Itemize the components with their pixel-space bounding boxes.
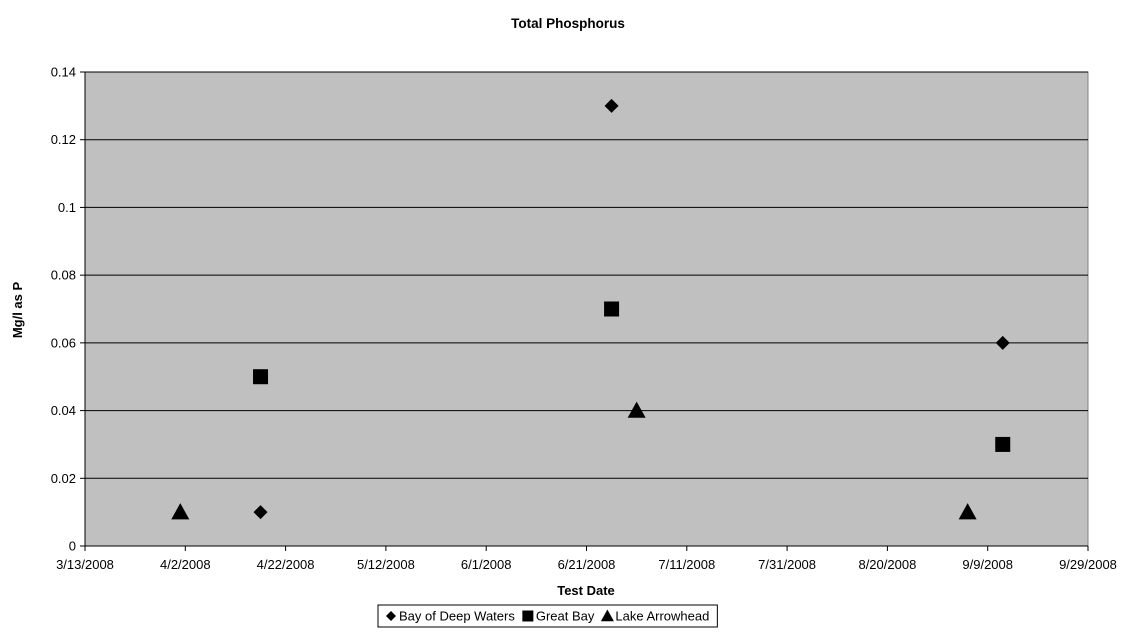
- y-tick-label: 0.04: [51, 403, 76, 418]
- x-tick-label: 5/12/2008: [357, 557, 415, 572]
- x-tick-labels: 3/13/2008 4/2/2008 4/22/2008 5/12/2008 6/1/2…: [56, 557, 1117, 572]
- y-tick-label: 0.02: [51, 471, 76, 486]
- series-great-bay: [253, 301, 1011, 452]
- x-tick-label: 9/9/2008: [962, 557, 1013, 572]
- x-tick-label: 7/31/2008: [758, 557, 816, 572]
- plot-area: [84, 71, 1089, 547]
- x-tick-label: 3/13/2008: [56, 557, 114, 572]
- y-tick-labels: 0 0.02 0.04 0.06 0.08 0.1 0.12 0.14: [51, 65, 76, 554]
- legend-item: Great Bay: [522, 609, 595, 624]
- x-tick-label: 8/20/2008: [858, 557, 916, 572]
- legend-marker-diamond: [386, 611, 396, 621]
- legend-box: [377, 604, 718, 628]
- x-tick-label: 4/2/2008: [160, 557, 211, 572]
- x-tick-label: 4/22/2008: [257, 557, 315, 572]
- y-tick-label: 0.08: [51, 268, 76, 283]
- legend-label: Bay of Deep Waters: [399, 609, 515, 624]
- data-point-diamond: [995, 335, 1010, 350]
- series-bay-of-deep-waters: [253, 98, 1010, 520]
- legend-marker-triangle: [600, 609, 614, 622]
- data-point-square: [604, 301, 620, 317]
- y-axis-title: Mg/l as P: [10, 282, 25, 339]
- data-point-square: [995, 436, 1011, 452]
- data-point-triangle: [627, 401, 646, 418]
- x-tick-label: 6/21/2008: [558, 557, 616, 572]
- axes: [80, 71, 1089, 551]
- x-tick-label: 9/29/2008: [1059, 557, 1117, 572]
- legend-item: Lake Arrowhead: [600, 609, 709, 624]
- gridlines: [85, 71, 1088, 479]
- x-tick-label: 6/1/2008: [461, 557, 512, 572]
- data-points: [171, 98, 1011, 520]
- x-axis-title: Test Date: [557, 583, 615, 598]
- x-tick-label: 7/11/2008: [658, 557, 715, 572]
- data-point-triangle: [171, 503, 190, 520]
- data-point-diamond: [253, 505, 268, 520]
- legend: Bay of Deep Waters Great Bay Lake Arrowhea…: [377, 604, 718, 628]
- y-tick-label: 0.14: [51, 65, 76, 80]
- legend-item: Bay of Deep Waters: [386, 609, 515, 624]
- y-tick-label: 0.06: [51, 335, 76, 350]
- chart-title: Total Phosphorus: [511, 16, 625, 31]
- data-point-diamond: [604, 98, 619, 113]
- legend-label: Great Bay: [536, 609, 595, 624]
- legend-label: Lake Arrowhead: [615, 609, 709, 624]
- y-tick-label: 0.1: [58, 200, 76, 215]
- y-tick-label: 0.12: [51, 132, 76, 147]
- legend-marker-square: [522, 610, 534, 622]
- data-point-triangle: [958, 503, 977, 520]
- series-lake-arrowhead: [171, 401, 977, 520]
- y-tick-label: 0: [69, 539, 76, 554]
- data-point-square: [253, 369, 269, 385]
